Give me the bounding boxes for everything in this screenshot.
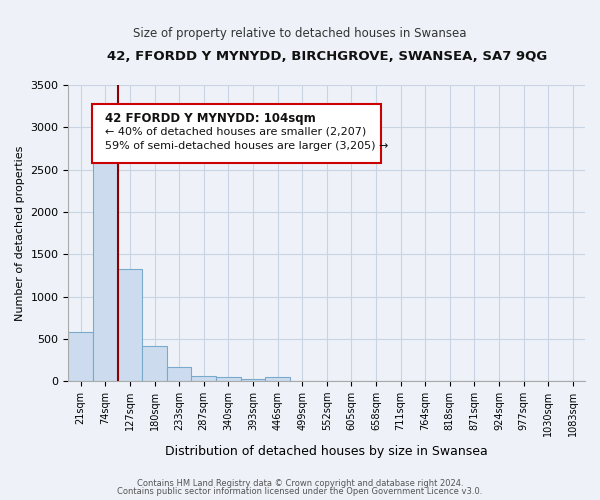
X-axis label: Distribution of detached houses by size in Swansea: Distribution of detached houses by size … bbox=[166, 444, 488, 458]
FancyBboxPatch shape bbox=[92, 104, 381, 164]
Bar bbox=[265, 377, 290, 381]
Text: 59% of semi-detached houses are larger (3,205) →: 59% of semi-detached houses are larger (… bbox=[104, 142, 388, 152]
Bar bbox=[216, 377, 241, 381]
Bar bbox=[142, 346, 167, 381]
Bar bbox=[191, 376, 216, 381]
Y-axis label: Number of detached properties: Number of detached properties bbox=[15, 146, 25, 321]
Text: Size of property relative to detached houses in Swansea: Size of property relative to detached ho… bbox=[133, 28, 467, 40]
Bar bbox=[241, 378, 265, 381]
Text: ← 40% of detached houses are smaller (2,207): ← 40% of detached houses are smaller (2,… bbox=[104, 126, 366, 136]
Title: 42, FFORDD Y MYNYDD, BIRCHGROVE, SWANSEA, SA7 9QG: 42, FFORDD Y MYNYDD, BIRCHGROVE, SWANSEA… bbox=[107, 50, 547, 63]
Text: Contains public sector information licensed under the Open Government Licence v3: Contains public sector information licen… bbox=[118, 487, 482, 496]
Bar bbox=[68, 332, 93, 381]
Bar bbox=[118, 268, 142, 381]
Bar bbox=[167, 367, 191, 381]
Bar bbox=[93, 136, 118, 381]
Text: 42 FFORDD Y MYNYDD: 104sqm: 42 FFORDD Y MYNYDD: 104sqm bbox=[104, 112, 316, 124]
Text: Contains HM Land Registry data © Crown copyright and database right 2024.: Contains HM Land Registry data © Crown c… bbox=[137, 478, 463, 488]
